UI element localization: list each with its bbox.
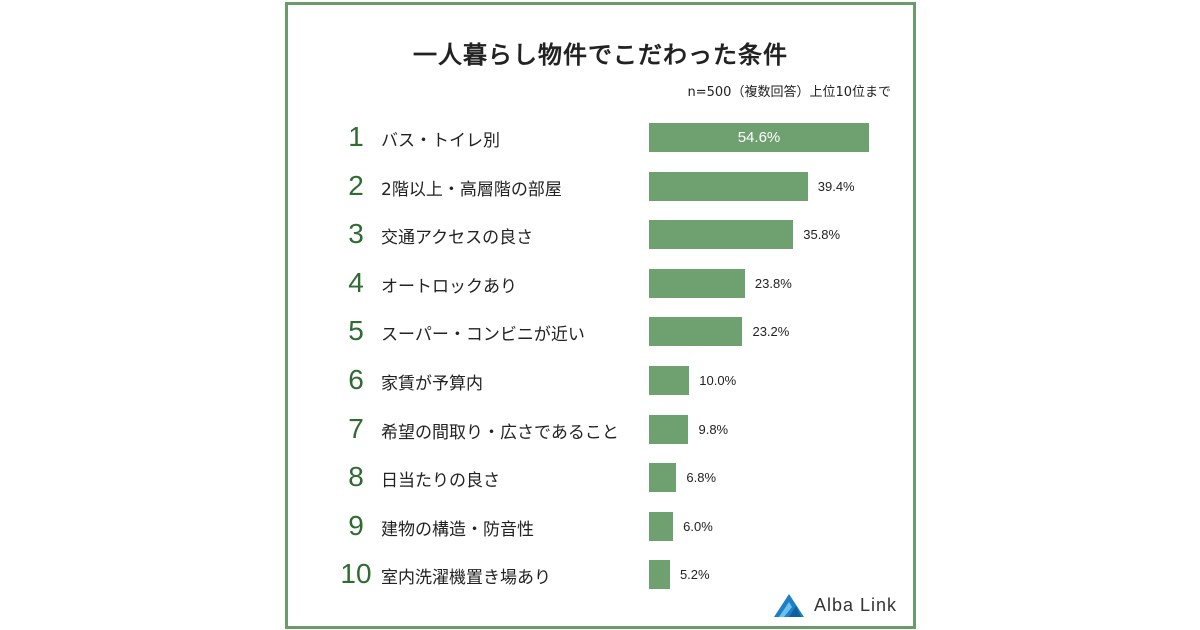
value-label: 10.0% <box>699 373 737 388</box>
chart-subtitle: n=500（複数回答）上位10位まで <box>687 85 892 100</box>
bar <box>649 463 677 493</box>
bar <box>649 268 745 298</box>
value-label: 23.8% <box>754 275 792 291</box>
rank-number: 8 <box>348 461 364 493</box>
value-label: 35.8% <box>803 227 841 243</box>
bar <box>649 220 794 250</box>
category-label: 家賃が予算内 <box>381 374 483 394</box>
rank-number: 10 <box>340 558 372 590</box>
rank-number: 4 <box>348 266 364 298</box>
rank-number: 2 <box>348 169 364 201</box>
bar <box>649 123 869 152</box>
value-label: 23.2% <box>752 324 790 340</box>
category-label: 室内洗濯機置き場あり <box>381 568 551 589</box>
bar <box>649 511 674 541</box>
category-label: 2階以上・高層階の部屋 <box>381 179 562 200</box>
bar <box>649 366 690 395</box>
category-label: 交通アクセスの良さ <box>381 228 534 249</box>
bar <box>649 317 743 347</box>
category-label: 希望の間取り・広さであること <box>381 422 619 443</box>
alba-link-logo-icon <box>773 594 804 617</box>
rank-number: 7 <box>348 412 364 444</box>
rank-number: 9 <box>348 509 364 541</box>
rank-number: 6 <box>348 364 364 395</box>
category-label: 日当たりの良さ <box>381 471 500 492</box>
category-label: バス・トイレ別 <box>381 131 500 151</box>
value-label: 54.6% <box>737 129 781 146</box>
category-label: オートロックあり <box>381 276 517 297</box>
bar <box>649 560 670 590</box>
brand-logo-text: Alba Link <box>813 594 897 615</box>
value-label: 5.2% <box>679 567 710 583</box>
value-label: 9.8% <box>698 421 729 437</box>
rank-number: 3 <box>348 218 364 250</box>
brand-logo: Alba Link <box>772 592 897 618</box>
rank-number: 5 <box>348 315 364 347</box>
category-label: スーパー・コンビニが近い <box>381 325 585 346</box>
bar <box>649 171 808 201</box>
chart-title: 一人暮らし物件でこだわった条件 <box>413 41 788 69</box>
value-label: 6.0% <box>683 518 713 534</box>
chart-frame: 一人暮らし物件でこだわった条件 n=500（複数回答）上位10位まで 1 バス・ト… <box>285 2 916 629</box>
rank-number: 1 <box>348 121 364 152</box>
category-label: 建物の構造・防音性 <box>381 519 534 540</box>
value-label: 39.4% <box>817 178 855 194</box>
value-label: 6.8% <box>686 470 717 486</box>
bar <box>649 414 689 444</box>
